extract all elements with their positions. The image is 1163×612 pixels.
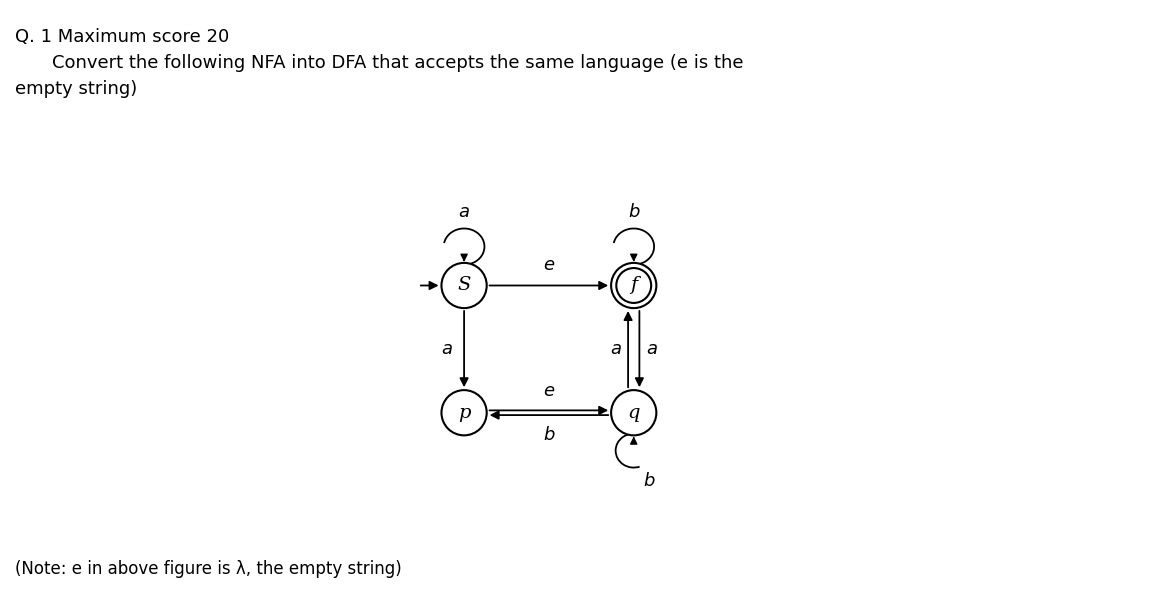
Circle shape xyxy=(442,390,486,435)
Text: b: b xyxy=(628,203,640,222)
Text: a: a xyxy=(611,340,621,358)
Circle shape xyxy=(611,263,656,308)
Text: b: b xyxy=(543,426,555,444)
Circle shape xyxy=(442,263,486,308)
Text: a: a xyxy=(458,203,470,222)
Text: empty string): empty string) xyxy=(15,80,137,98)
Text: b: b xyxy=(643,472,655,490)
Text: a: a xyxy=(441,340,452,358)
Text: e: e xyxy=(543,256,555,274)
Text: e: e xyxy=(543,381,555,400)
Text: S: S xyxy=(457,277,471,294)
Text: f: f xyxy=(630,277,637,294)
Text: q: q xyxy=(628,404,640,422)
Circle shape xyxy=(611,390,656,435)
Text: Convert the following NFA into DFA that accepts the same language (e is the: Convert the following NFA into DFA that … xyxy=(52,54,744,72)
Text: a: a xyxy=(647,340,657,358)
Text: Q. 1 Maximum score 20: Q. 1 Maximum score 20 xyxy=(15,28,229,45)
Text: (Note: e in above figure is λ, the empty string): (Note: e in above figure is λ, the empty… xyxy=(15,561,402,578)
Text: p: p xyxy=(458,404,470,422)
